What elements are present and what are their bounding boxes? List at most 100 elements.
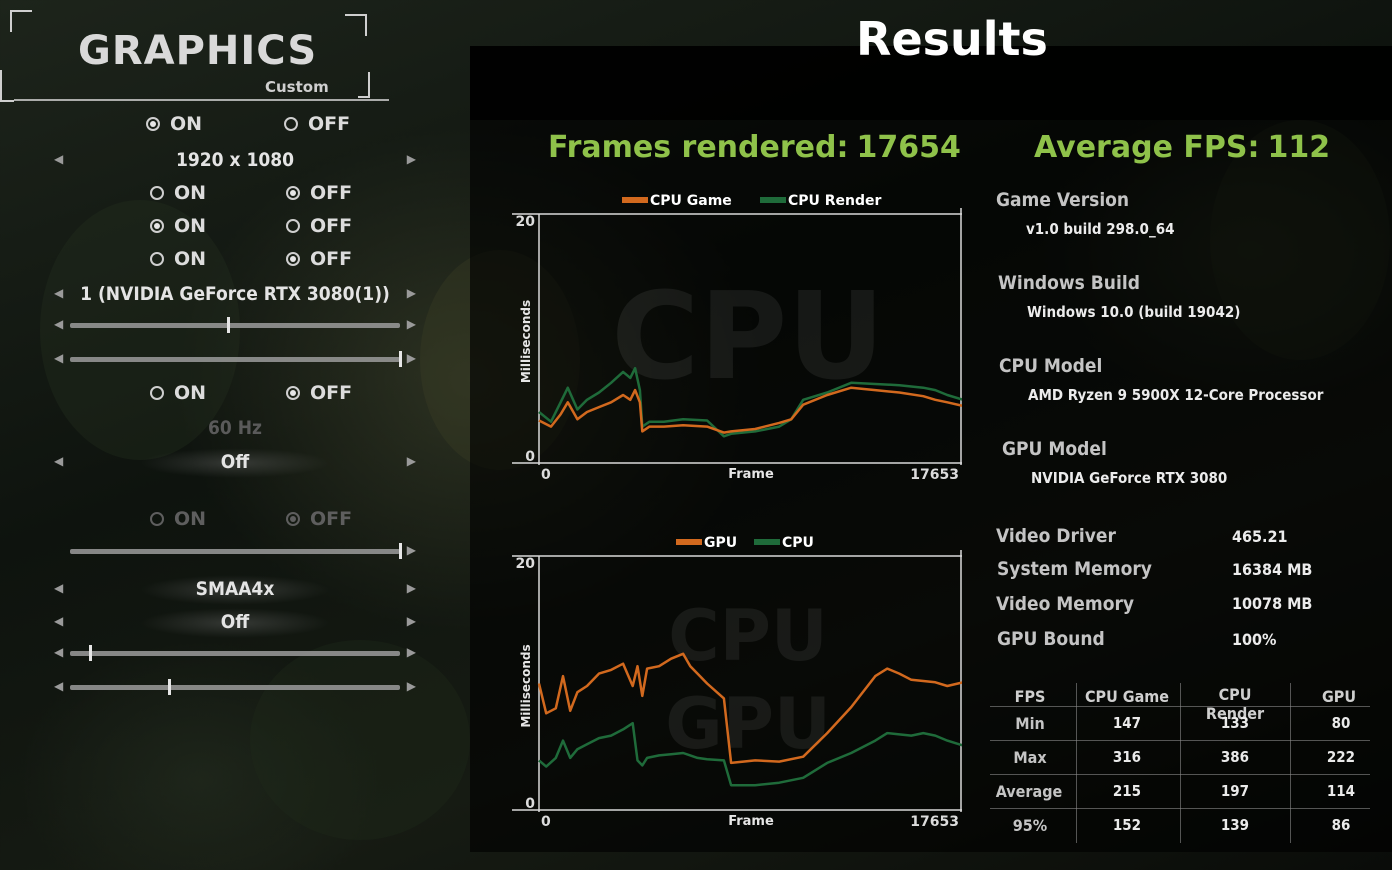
chevron-right-icon[interactable]: ▶: [406, 645, 416, 659]
on-label: ON: [174, 248, 207, 270]
table-header-cpu-render: CPU Render: [1205, 685, 1265, 723]
chart-watermark: CPU: [611, 268, 884, 407]
chevron-right-icon[interactable]: ▶: [406, 581, 416, 595]
slider-track[interactable]: [70, 685, 400, 690]
chevron-right-icon[interactable]: ▶: [406, 454, 416, 468]
toggle-row-4[interactable]: ON OFF: [50, 247, 420, 275]
gpu-bound-label: GPU Bound: [997, 628, 1105, 650]
slider-handle[interactable]: [168, 679, 171, 695]
on-option[interactable]: ON: [146, 113, 202, 135]
table-cell: 133: [1220, 714, 1250, 732]
video-driver-label: Video Driver: [996, 525, 1116, 547]
off-option[interactable]: OFF: [286, 382, 352, 404]
adapter-selector[interactable]: ◀ 1 (NVIDIA GeForce RTX 3080(1)) ▶: [50, 282, 420, 310]
on-label: ON: [174, 382, 207, 404]
slider-track[interactable]: [70, 549, 400, 554]
off-option[interactable]: OFF: [286, 182, 352, 204]
chevron-left-icon[interactable]: ◀: [54, 351, 64, 365]
y-axis-label: Milliseconds: [519, 644, 533, 727]
chevron-left-icon[interactable]: ◀: [54, 679, 64, 693]
resolution-selector[interactable]: ◀ 1920 x 1080 ▶: [50, 148, 420, 176]
slider-handle[interactable]: [88, 645, 92, 661]
chevron-left-icon[interactable]: ◀: [54, 454, 64, 468]
chevron-left-icon[interactable]: ◀: [54, 317, 64, 331]
chart-watermark: CPU: [668, 595, 828, 677]
table-cell: 114: [1326, 782, 1356, 800]
radio-icon: [150, 252, 164, 266]
table-cell: 80: [1331, 714, 1351, 732]
title-frame-corner: [0, 70, 14, 102]
chevron-left-icon[interactable]: ◀: [54, 645, 64, 659]
table-divider: [1180, 683, 1181, 843]
cpu-chart-svg: CPU CPU Game CPU Render 20 00 17653 Frame Milli…: [512, 193, 962, 483]
toggle-row-1[interactable]: ON OFF: [50, 112, 420, 140]
chevron-right-icon[interactable]: ▶: [406, 614, 416, 628]
legend-label: CPU Game: [650, 193, 732, 209]
title-frame-corner: [10, 10, 32, 32]
off-option[interactable]: OFF: [286, 215, 352, 237]
windows-build-label: Windows Build: [998, 272, 1140, 294]
slider-handle[interactable]: [399, 351, 402, 367]
cpu-model-label: CPU Model: [999, 355, 1103, 377]
selection-highlight: [140, 448, 330, 478]
toggle-row-2[interactable]: ON OFF: [50, 181, 420, 209]
option-value-2: Off: [220, 611, 250, 633]
on-label: ON: [170, 113, 203, 135]
slider-track[interactable]: [70, 357, 400, 362]
radio-selected-icon: [146, 117, 160, 131]
chevron-right-icon[interactable]: ▶: [406, 152, 416, 166]
y-axis-label: Milliseconds: [519, 300, 533, 383]
refresh-rate-value: 60 Hz: [208, 417, 262, 439]
off-option[interactable]: OFF: [284, 113, 350, 135]
slider-4[interactable]: ◀ ▶: [50, 643, 420, 663]
refresh-rate-selector: 60 Hz: [50, 416, 420, 444]
graphics-preset-label: Custom: [265, 78, 329, 96]
chart-watermark: GPU: [665, 683, 831, 765]
chevron-left-icon[interactable]: ◀: [54, 614, 64, 628]
radio-selected-icon: [286, 186, 300, 200]
series-line-cpu: [538, 721, 962, 787]
toggle-row-5[interactable]: ON OFF: [50, 381, 420, 409]
gpu-cpu-frame-time-chart: CPU GPU GPU CPU 20 0 0 17653 Frame Milliseconds: [512, 520, 962, 840]
chevron-right-icon[interactable]: ▶: [406, 317, 416, 331]
slider-track[interactable]: [70, 323, 400, 328]
average-fps-label: Average FPS:: [1034, 130, 1260, 165]
slider-handle[interactable]: [227, 317, 231, 333]
slider-1[interactable]: ◀ ▶: [50, 315, 420, 335]
antialiasing-selector[interactable]: ◀ SMAA4x ▶: [50, 575, 420, 605]
frames-rendered-value: 17654: [856, 130, 961, 165]
off-label: OFF: [310, 508, 353, 530]
toggle-row-6: ON OFF: [50, 507, 420, 535]
off-option[interactable]: OFF: [286, 248, 352, 270]
selection-highlight: [140, 608, 330, 638]
radio-icon: [286, 219, 300, 233]
option-selector-2[interactable]: ◀ Off ▶: [50, 608, 420, 638]
y-tick-label: 0: [525, 796, 535, 812]
slider-2[interactable]: ◀ ▶: [50, 349, 420, 369]
chevron-right-icon[interactable]: ▶: [406, 543, 416, 557]
legend-swatch: [760, 197, 786, 203]
option-selector-1[interactable]: ◀ Off ▶: [50, 448, 420, 478]
on-option[interactable]: ON: [150, 215, 206, 237]
on-option[interactable]: ON: [150, 382, 206, 404]
chevron-left-icon[interactable]: ◀: [54, 152, 64, 166]
chevron-left-icon[interactable]: ◀: [54, 286, 64, 300]
toggle-row-3[interactable]: ON OFF: [50, 214, 420, 242]
on-option[interactable]: ON: [150, 182, 206, 204]
table-cell: 152: [1112, 816, 1142, 834]
on-option[interactable]: ON: [150, 248, 206, 270]
table-row-max-label: Max: [1013, 748, 1047, 767]
slider-3[interactable]: ▶: [50, 541, 420, 561]
video-memory-label: Video Memory: [996, 593, 1135, 615]
chevron-right-icon[interactable]: ▶: [406, 351, 416, 365]
off-label: OFF: [310, 248, 353, 270]
slider-handle[interactable]: [399, 543, 402, 559]
title-underline: [14, 99, 389, 101]
slider-track[interactable]: [70, 651, 400, 656]
chevron-left-icon[interactable]: ◀: [54, 581, 64, 595]
chevron-right-icon[interactable]: ▶: [406, 286, 416, 300]
chevron-right-icon[interactable]: ▶: [406, 679, 416, 693]
results-header: [470, 46, 1392, 120]
slider-5[interactable]: ◀ ▶: [50, 677, 420, 697]
off-option: OFF: [286, 508, 352, 530]
